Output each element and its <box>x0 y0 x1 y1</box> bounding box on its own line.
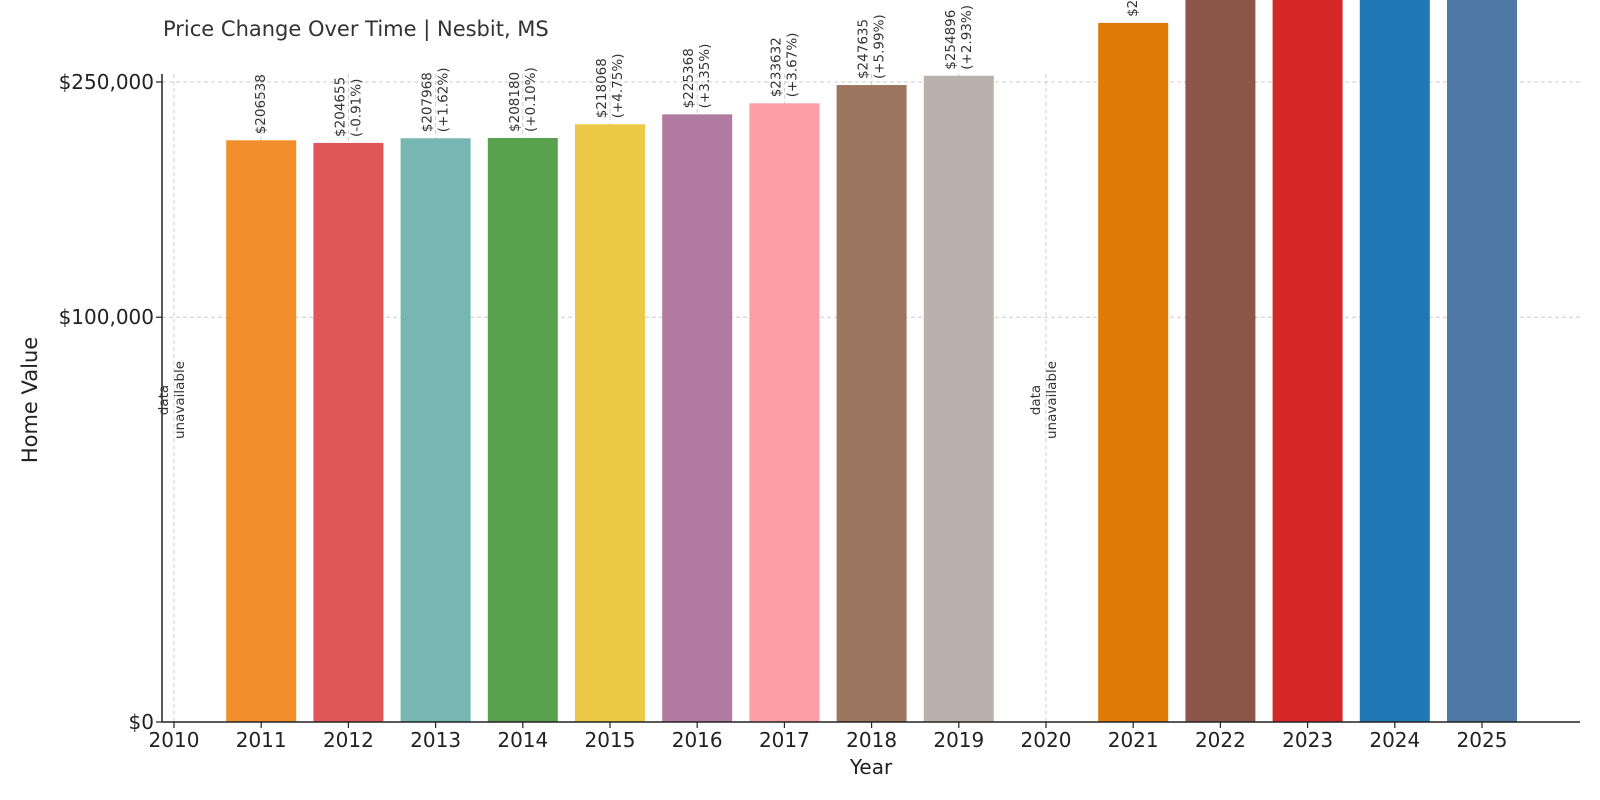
value-label: $298295 <box>1125 0 1141 17</box>
value-label: $254896 <box>943 10 959 70</box>
bar-2013 <box>400 138 471 722</box>
x-tick-label: 2021 <box>1108 728 1159 752</box>
missing-label: unavailable <box>172 361 188 439</box>
missing-label: data <box>1028 385 1044 415</box>
bar-2023 <box>1272 0 1343 722</box>
bar-2014 <box>487 137 558 722</box>
missing-label: unavailable <box>1044 361 1060 439</box>
y-axis-label: Home Value <box>18 337 42 463</box>
change-label: (+2.93%) <box>959 5 975 70</box>
bar-2015 <box>575 124 645 722</box>
bar-2018 <box>836 85 907 722</box>
bars <box>226 0 1517 723</box>
value-label: $208180 <box>507 72 523 132</box>
x-tick-label: 2015 <box>585 728 636 752</box>
y-tick-label: $100,000 <box>59 305 154 329</box>
value-label: $206538 <box>253 74 269 134</box>
change-label: (+3.67%) <box>784 33 800 98</box>
x-tick-label: 2019 <box>933 728 984 752</box>
x-tick-label: 2025 <box>1457 728 1508 752</box>
bar-2012 <box>313 142 384 722</box>
y-tick-label: $250,000 <box>59 70 154 94</box>
y-tick-label: $0 <box>129 710 154 734</box>
x-tick-label: 2012 <box>323 728 374 752</box>
x-tick-label: 2017 <box>759 728 810 752</box>
axes: $0 $100,000 $250,000 2010 2011 2012 2013 2014 20… <box>59 70 1580 752</box>
x-tick-label: 2010 <box>149 728 200 752</box>
x-tick-label: 2018 <box>846 728 897 752</box>
x-tick-label: 2020 <box>1021 728 1072 752</box>
change-label: (-0.91%) <box>348 79 364 137</box>
bar-2016 <box>662 114 733 722</box>
value-label: $233632 <box>768 37 784 97</box>
x-tick-label: 2016 <box>672 728 723 752</box>
value-label: $207968 <box>420 72 436 132</box>
x-tick-label: 2022 <box>1195 728 1246 752</box>
change-label: (+4.75%) <box>610 54 626 119</box>
x-tick-label: 2023 <box>1282 728 1333 752</box>
bar-2019 <box>923 75 994 723</box>
x-tick-label: 2013 <box>410 728 461 752</box>
x-tick-label: 2024 <box>1369 728 1420 752</box>
bar-2022 <box>1185 0 1256 723</box>
change-label: (+5.99%) <box>872 14 888 79</box>
bar-2025 <box>1447 0 1517 723</box>
x-tick-label: 2014 <box>497 728 548 752</box>
missing-label: data <box>156 385 172 415</box>
value-label: $204655 <box>332 77 348 137</box>
value-label: $247635 <box>856 19 872 79</box>
bar-2024 <box>1359 0 1430 722</box>
chart-title: Price Change Over Time | Nesbit, MS <box>163 17 549 41</box>
value-label: $218068 <box>594 58 610 118</box>
value-label: $225368 <box>681 48 697 108</box>
change-label: (+0.10%) <box>523 67 539 132</box>
x-axis-label: Year <box>849 755 893 779</box>
bar-2017 <box>749 103 820 723</box>
change-label: (+1.62%) <box>436 68 452 133</box>
bar-2021 <box>1098 22 1169 722</box>
x-tick-label: 2011 <box>236 728 287 752</box>
bar-2011 <box>226 140 297 723</box>
change-label: (+3.35%) <box>697 44 713 109</box>
bar-labels: data unavailable$206538 $204655 (-0.91%) $20… <box>156 0 1141 439</box>
